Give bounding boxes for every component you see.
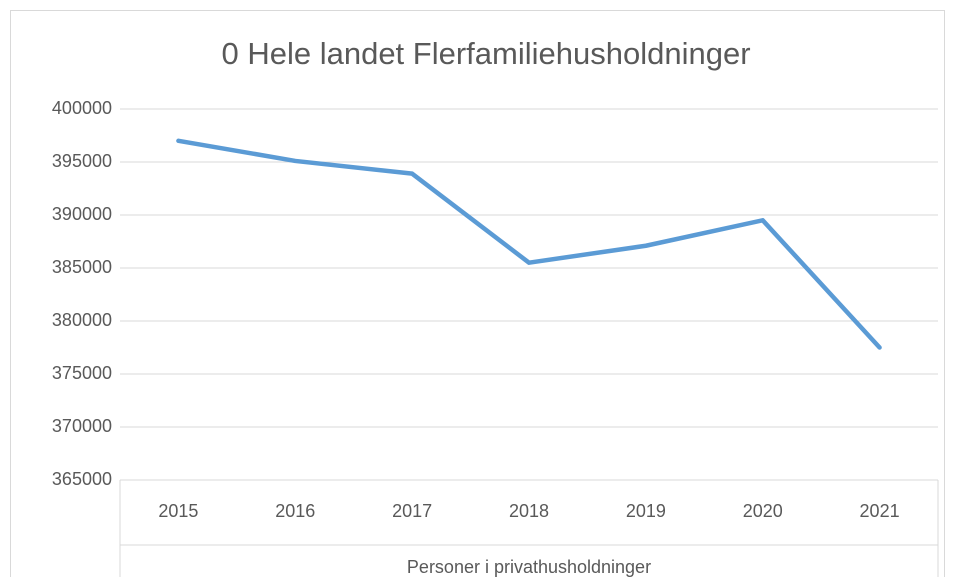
y-tick-label: 370000: [52, 416, 112, 436]
x-tick-label: 2020: [743, 501, 783, 521]
x-axis-label: Personer i privathusholdninger: [407, 557, 651, 577]
y-tick-label: 375000: [52, 363, 112, 383]
data-line: [176, 138, 882, 350]
chart-border: [10, 10, 945, 577]
x-tick-label: 2018: [509, 501, 549, 521]
chart-title: 0 Hele landet Flerfamiliehusholdninger: [221, 36, 750, 71]
x-tick-label: 2015: [158, 501, 198, 521]
y-tick-label: 365000: [52, 469, 112, 489]
x-tick-label: 2017: [392, 501, 432, 521]
y-tick-label: 385000: [52, 257, 112, 277]
y-tick-label: 390000: [52, 204, 112, 224]
y-tick-label: 380000: [52, 310, 112, 330]
y-tick-label: 395000: [52, 151, 112, 171]
x-tick-label: 2021: [860, 501, 900, 521]
y-tick-label: 400000: [52, 98, 112, 118]
x-tick-label: 2016: [275, 501, 315, 521]
x-tick-label: 2019: [626, 501, 666, 521]
